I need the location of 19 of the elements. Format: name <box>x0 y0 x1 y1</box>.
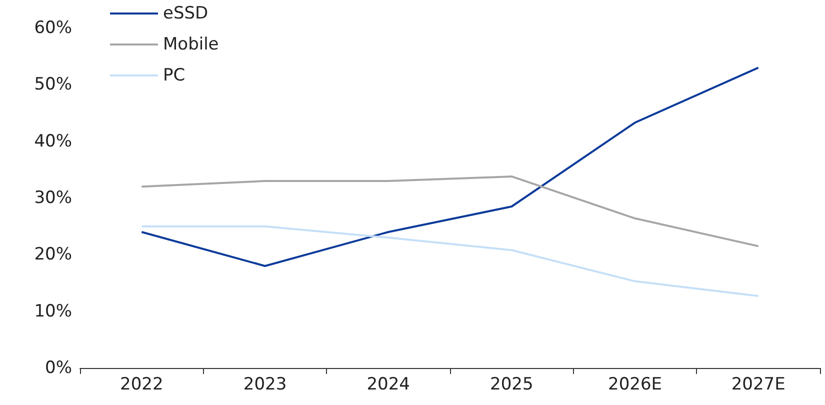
line-series <box>140 66 760 267</box>
x-tick-label: 2026E <box>608 374 662 394</box>
y-tick-label: 0% <box>45 358 72 378</box>
y-tick-label: 50% <box>34 74 72 95</box>
y-tick-label: 60% <box>34 18 72 38</box>
x-tick-label: 2027E <box>731 374 786 394</box>
y-tick-label: 40% <box>34 131 72 152</box>
x-tick-label: 2025 <box>490 374 534 394</box>
x-tick-label: 2024 <box>366 374 410 394</box>
legend-label: Mobile <box>163 34 219 54</box>
line-series <box>140 225 760 298</box>
legend-label: PC <box>163 66 186 86</box>
y-tick-label: 10% <box>34 301 72 322</box>
y-tick-label: 20% <box>34 244 72 265</box>
x-tick-label: 2022 <box>120 374 164 394</box>
legend-label: eSSD <box>163 4 208 24</box>
y-tick-label: 30% <box>34 188 72 208</box>
line-series <box>140 175 760 248</box>
x-tick-label: 2023 <box>243 374 287 394</box>
